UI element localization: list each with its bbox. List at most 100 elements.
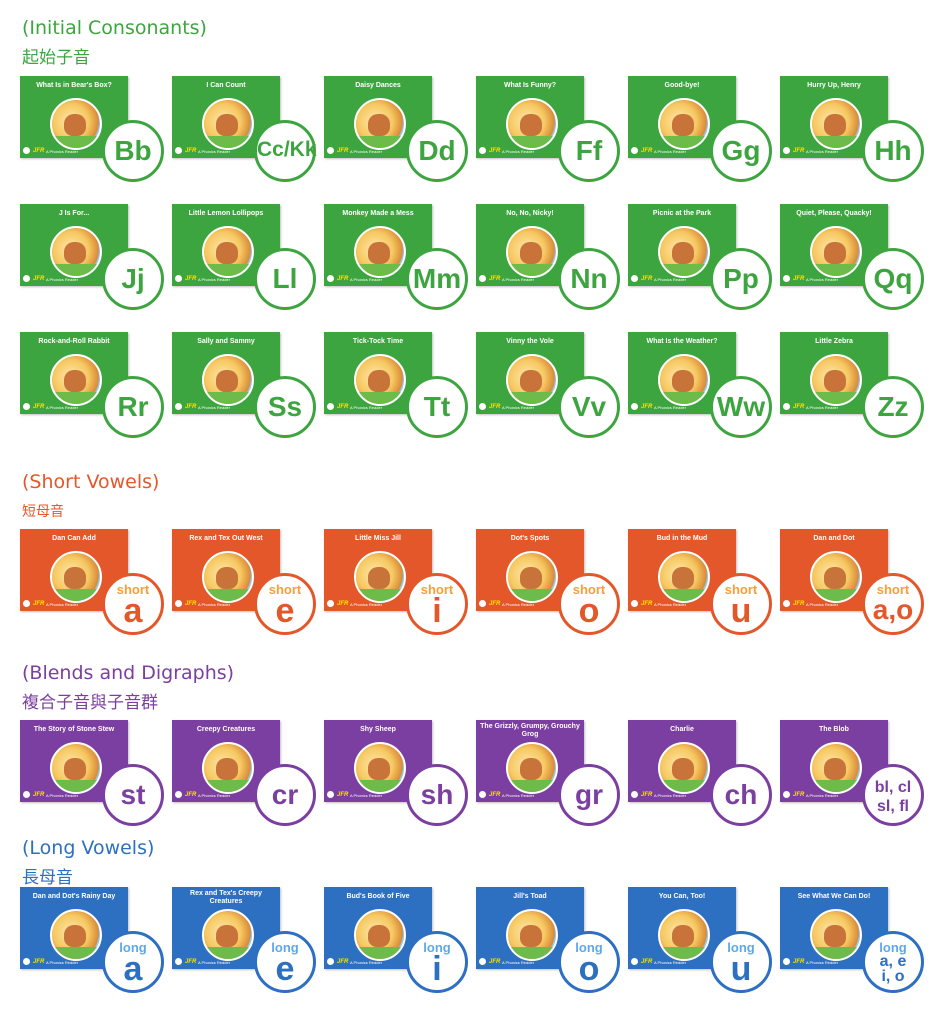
book-card[interactable]: Quiet, Please, Quacky! JFR A Phonics Reade… <box>780 204 938 324</box>
book-cover: Dan and Dot JFR A Phonics Reader <box>780 529 888 611</box>
publisher-logo: JFR <box>793 792 805 798</box>
book-card[interactable]: J Is For... JFR A Phonics Reader Jj <box>20 204 180 324</box>
publisher-logo: JFR <box>185 148 197 154</box>
book-card[interactable]: Daisy Dances JFR A Phonics Reader Dd <box>324 76 484 196</box>
publisher-line: A Phonics Reader <box>46 960 79 965</box>
book-cover: The Story of Stone Stew JFR A Phonics Read… <box>20 720 128 802</box>
publisher-logo: JFR <box>33 404 45 410</box>
book-card[interactable]: Hurry Up, Henry JFR A Phonics Reader Hh <box>780 76 938 196</box>
book-card[interactable]: The Grizzly, Grumpy, Grouchy Grog JFR A Ph… <box>476 720 636 840</box>
book-card[interactable]: Picnic at the Park JFR A Phonics Reader Pp <box>628 204 788 324</box>
book-number-dot <box>327 403 334 410</box>
book-card[interactable]: You Can, Too! JFR A Phonics Reader long u <box>628 887 788 1007</box>
book-card[interactable]: I Can Count JFR A Phonics Reader Cc/Kk <box>172 76 332 196</box>
illustration-character <box>520 242 542 264</box>
book-title: Sally and Sammy <box>197 338 255 345</box>
book-card[interactable]: Vinny the Vole JFR A Phonics Reader Vv <box>476 332 636 452</box>
book-cover: You Can, Too! JFR A Phonics Reader <box>628 887 736 969</box>
phonics-badge: Jj <box>102 248 164 310</box>
book-number-dot <box>175 403 182 410</box>
illustration-character <box>672 925 694 947</box>
cover-illustration <box>354 909 406 961</box>
publisher-logo: JFR <box>793 404 805 410</box>
section-short-vowels: (Short Vowels) 短母音 Dan Can Add JFR A Phoni… <box>0 465 938 645</box>
publisher-line: A Phonics Reader <box>654 602 687 607</box>
book-row: The Story of Stone Stew JFR A Phonics Read… <box>0 720 938 840</box>
cover-illustration <box>658 226 710 278</box>
book-card[interactable]: Charlie JFR A Phonics Reader ch <box>628 720 788 840</box>
book-card[interactable]: The Blob JFR A Phonics Reader bl, cl sl, fl <box>780 720 938 840</box>
badge-letter: Mm <box>412 263 462 294</box>
book-card[interactable]: Jill's Toad JFR A Phonics Reader long o <box>476 887 636 1007</box>
book-card[interactable]: Rock-and-Roll Rabbit JFR A Phonics Reader R… <box>20 332 180 452</box>
book-card[interactable]: Rex and Tex Out West JFR A Phonics Reader s… <box>172 529 332 649</box>
illustration-character <box>368 567 390 589</box>
book-card[interactable]: Creepy Creatures JFR A Phonics Reader cr <box>172 720 332 840</box>
publisher-logo: JFR <box>185 792 197 798</box>
phonics-badge: Hh <box>862 120 924 182</box>
publisher-logo: JFR <box>337 792 349 798</box>
badge-word: short <box>724 582 758 597</box>
phonics-badge: gr <box>558 764 620 826</box>
book-title: No, No, Nicky! <box>506 210 554 217</box>
illustration-character <box>216 242 238 264</box>
book-card[interactable]: Little Zebra JFR A Phonics Reader Zz <box>780 332 938 452</box>
book-card[interactable]: No, No, Nicky! JFR A Phonics Reader Nn <box>476 204 636 324</box>
book-card[interactable]: Little Miss Jill JFR A Phonics Reader short… <box>324 529 484 649</box>
book-card[interactable]: Dan and Dot JFR A Phonics Reader short a,o <box>780 529 938 649</box>
illustration-ground <box>356 780 404 792</box>
book-number-dot <box>783 403 790 410</box>
cover-illustration <box>658 354 710 406</box>
book-card[interactable]: Good-bye! JFR A Phonics Reader Gg <box>628 76 788 196</box>
book-number-dot <box>175 600 182 607</box>
book-card[interactable]: The Story of Stone Stew JFR A Phonics Read… <box>20 720 180 840</box>
book-cover: Vinny the Vole JFR A Phonics Reader <box>476 332 584 414</box>
book-number-dot <box>479 958 486 965</box>
illustration-character <box>368 925 390 947</box>
book-card[interactable]: Dan and Dot's Rainy Day JFR A Phonics Read… <box>20 887 180 1007</box>
book-card[interactable]: What Is the Weather? JFR A Phonics Reader W… <box>628 332 788 452</box>
book-title: Quiet, Please, Quacky! <box>796 210 872 217</box>
book-title: Little Lemon Lollipops <box>188 210 264 217</box>
illustration-character <box>64 758 86 780</box>
book-card[interactable]: See What We Can Do! JFR A Phonics Reader lo… <box>780 887 938 1007</box>
book-number-dot <box>783 600 790 607</box>
book-card[interactable]: Tick-Tock Time JFR A Phonics Reader Tt <box>324 332 484 452</box>
phonics-badge: Ff <box>558 120 620 182</box>
book-title: Daisy Dances <box>355 82 401 89</box>
illustration-character <box>216 925 238 947</box>
publisher-line: A Phonics Reader <box>350 277 383 282</box>
book-card[interactable]: Little Lemon Lollipops JFR A Phonics Reade… <box>172 204 332 324</box>
illustration-character <box>824 758 846 780</box>
book-card[interactable]: Bud in the Mud JFR A Phonics Reader short u <box>628 529 788 649</box>
illustration-character <box>824 925 846 947</box>
book-card[interactable]: Bud's Book of Five JFR A Phonics Reader lon… <box>324 887 484 1007</box>
phonics-badge: Vv <box>558 376 620 438</box>
badge-letter: Qq <box>873 263 913 294</box>
cover-illustration <box>202 226 254 278</box>
badge-letter: bl, cl sl, fl <box>874 779 912 815</box>
book-card[interactable]: Shy Sheep JFR A Phonics Reader sh <box>324 720 484 840</box>
book-title: Dan and Dot <box>813 535 855 542</box>
illustration-character <box>520 567 542 589</box>
phonics-badge: short e <box>254 573 316 635</box>
book-title: Dan and Dot's Rainy Day <box>32 893 116 900</box>
book-card[interactable]: Monkey Made a Mess JFR A Phonics Reader Mm <box>324 204 484 324</box>
illustration-character <box>64 114 86 136</box>
book-number-dot <box>175 791 182 798</box>
cover-illustration <box>506 551 558 603</box>
book-card[interactable]: Sally and Sammy JFR A Phonics Reader Ss <box>172 332 332 452</box>
book-card[interactable]: What Is in Bear's Box? JFR A Phonics Reade… <box>20 76 180 196</box>
publisher-logo: JFR <box>33 148 45 154</box>
book-card[interactable]: Rex and Tex's Creepy Creatures JFR A Phoni… <box>172 887 332 1007</box>
illustration-ground <box>52 136 100 148</box>
badge-letter: cr <box>271 779 299 810</box>
book-card[interactable]: Dan Can Add JFR A Phonics Reader short a <box>20 529 180 649</box>
book-card[interactable]: Dot's Spots JFR A Phonics Reader short o <box>476 529 636 649</box>
book-number-dot <box>23 275 30 282</box>
book-number-dot <box>479 791 486 798</box>
book-card[interactable]: What Is Funny? JFR A Phonics Reader Ff <box>476 76 636 196</box>
book-title: What Is Funny? <box>503 82 557 89</box>
illustration-character <box>216 758 238 780</box>
book-row: Rock-and-Roll Rabbit JFR A Phonics Reader R… <box>0 332 938 452</box>
